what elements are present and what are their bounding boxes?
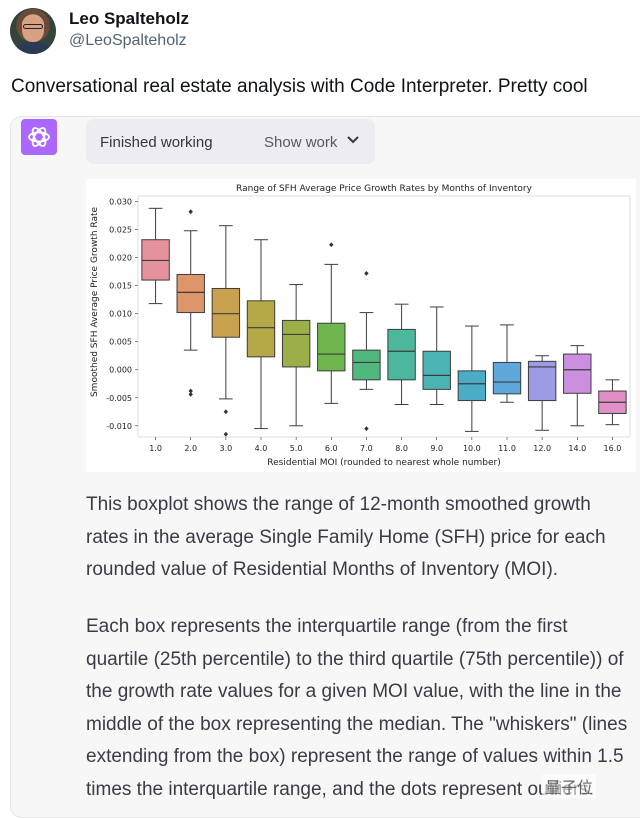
box-outlier: [364, 426, 369, 431]
x-tick-label: 2.0: [184, 444, 197, 453]
avatar-glasses: [23, 24, 43, 29]
x-tick-label: 5.0: [290, 444, 303, 453]
x-tick-label: 3.0: [219, 444, 232, 453]
avatar-face: [22, 16, 44, 42]
box-body: [563, 353, 592, 394]
box-body: [352, 349, 381, 381]
box-outlier: [329, 242, 334, 248]
box-body: [176, 273, 205, 314]
y-tick-label: 0.005: [109, 338, 132, 347]
y-tick-label: 0.000: [109, 366, 132, 375]
author-avatar[interactable]: [10, 8, 56, 54]
x-tick-label: 4.0: [255, 444, 268, 453]
work-status-bar: Finished working Show work: [86, 119, 375, 164]
x-tick-label: 14.0: [568, 444, 586, 453]
response-paragraph-2: Each box represents the interquartile ra…: [86, 616, 628, 800]
box-body: [457, 370, 487, 402]
openai-logo-icon: [21, 119, 57, 155]
y-tick-label: 0.030: [109, 198, 132, 207]
box-body: [281, 319, 311, 368]
chart-title: Range of SFH Average Price Growth Rates …: [236, 184, 533, 194]
status-label: Finished working: [100, 134, 213, 151]
boxplot-chart: Range of SFH Average Price Growth Rates …: [86, 179, 636, 472]
x-tick-label: 10.0: [463, 444, 481, 453]
x-tick-label: 16.0: [604, 444, 622, 453]
box-body: [387, 328, 416, 381]
avatar-shirt: [14, 42, 52, 54]
y-tick-label: 0.025: [109, 226, 132, 235]
box-outlier: [364, 270, 369, 276]
chart-xlabel: Residential MOI (rounded to nearest whol…: [267, 458, 500, 468]
box-outlier: [188, 209, 193, 215]
x-tick-label: 6.0: [325, 444, 338, 453]
y-tick-label: 0.020: [109, 254, 132, 263]
box-body: [246, 300, 276, 358]
box-outlier: [188, 388, 193, 394]
chart-ylabel: Smoothed SFH Average Price Growth Rate: [90, 207, 100, 398]
x-tick-label: 8.0: [395, 444, 408, 453]
box-body: [527, 360, 557, 402]
boxplot-svg: Range of SFH Average Price Growth Rates …: [90, 184, 631, 468]
x-tick-label: 12.0: [533, 444, 551, 453]
x-tick-label: 11.0: [498, 444, 516, 453]
box-outlier: [188, 392, 193, 397]
box-body: [211, 287, 241, 338]
box-outlier: [223, 431, 229, 437]
y-tick-label: 0.010: [109, 310, 132, 319]
plot-area-border: [137, 195, 631, 438]
box-body: [422, 350, 451, 390]
openai-logo-glyph: [28, 127, 50, 147]
box-outlier: [223, 409, 229, 415]
box-body: [317, 322, 346, 372]
x-tick-label: 7.0: [360, 444, 373, 453]
x-tick-label: 9.0: [430, 444, 443, 453]
watermark-text: 量子位: [542, 774, 597, 798]
author-name[interactable]: Leo Spalteholz: [69, 9, 189, 28]
tweet-text: Conversational real estate analysis with…: [11, 76, 588, 97]
y-tick-label: 0.015: [109, 282, 132, 291]
y-tick-label: -0.005: [106, 394, 132, 403]
box-body: [492, 361, 522, 395]
author-handle[interactable]: @LeoSpalteholz: [69, 32, 187, 49]
y-tick-label: -0.010: [106, 422, 132, 431]
x-tick-label: 1.0: [149, 444, 162, 453]
response-paragraph-1: This boxplot shows the range of 12-month…: [86, 494, 606, 580]
chevron-down-icon[interactable]: [347, 135, 359, 145]
show-work-button[interactable]: Show work: [264, 134, 338, 151]
